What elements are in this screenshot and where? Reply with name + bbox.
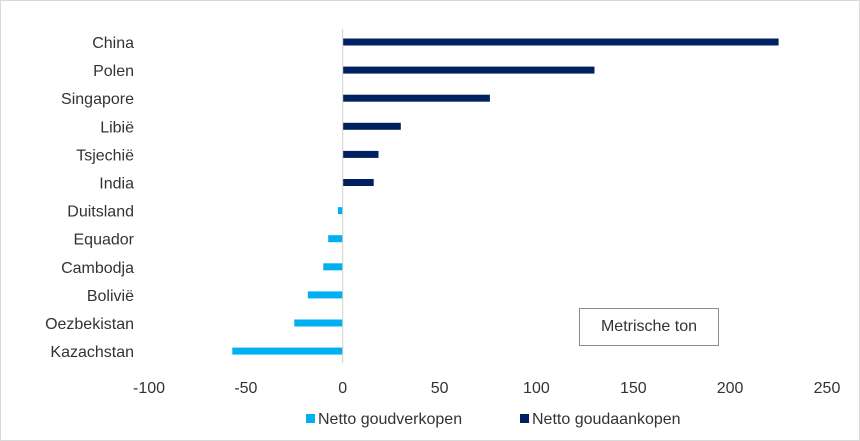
legend-swatch (520, 414, 529, 423)
legend-label: Netto goudverkopen (318, 411, 462, 428)
category-label: China (92, 35, 134, 52)
x-tick-label: -50 (234, 380, 257, 397)
category-labels: China Polen Singapore Libië Tsjechië India Dui… (45, 35, 135, 361)
category-label: Oezbekistan (45, 316, 134, 333)
bar-equador (328, 235, 343, 243)
bar-india (342, 179, 374, 186)
category-label: Kazachstan (50, 344, 134, 361)
category-label: Singapore (61, 91, 134, 108)
unit-annotation: Metrische ton (579, 308, 719, 346)
x-tick-labels: -100 -50 0 50 100 150 200 250 (133, 380, 840, 397)
category-label: Equador (74, 232, 135, 249)
category-label: Duitsland (67, 204, 134, 221)
category-label: Polen (93, 63, 134, 80)
category-label: Tsjechië (76, 147, 134, 164)
x-tick-label: 150 (620, 380, 647, 397)
bar-kazachstan (232, 347, 343, 355)
bar-libië (342, 122, 401, 130)
category-label: India (99, 176, 134, 193)
x-tick-label: 200 (717, 380, 744, 397)
bar-cambodja (323, 263, 343, 271)
category-label: Bolivië (87, 288, 134, 305)
bars-layer (232, 38, 779, 355)
bar-polen (342, 66, 595, 74)
x-tick-label: 50 (431, 380, 449, 397)
bar-oezbekistan (294, 319, 343, 327)
bar-china (342, 38, 779, 46)
x-tick-label: 100 (523, 380, 550, 397)
category-label: Cambodja (61, 260, 134, 277)
bar-duitsland (337, 207, 343, 215)
legend: Netto goudverkopen Netto goudaankopen (306, 411, 681, 428)
category-label: Libië (100, 119, 134, 136)
legend-label: Netto goudaankopen (532, 411, 681, 428)
legend-swatch (306, 414, 315, 423)
x-tick-label: -100 (133, 380, 165, 397)
bar-singapore (342, 94, 490, 102)
bar-bolivië (307, 291, 343, 299)
x-tick-label: 250 (814, 380, 841, 397)
bar-tsjechië (342, 150, 379, 158)
x-tick-label: 0 (338, 380, 347, 397)
